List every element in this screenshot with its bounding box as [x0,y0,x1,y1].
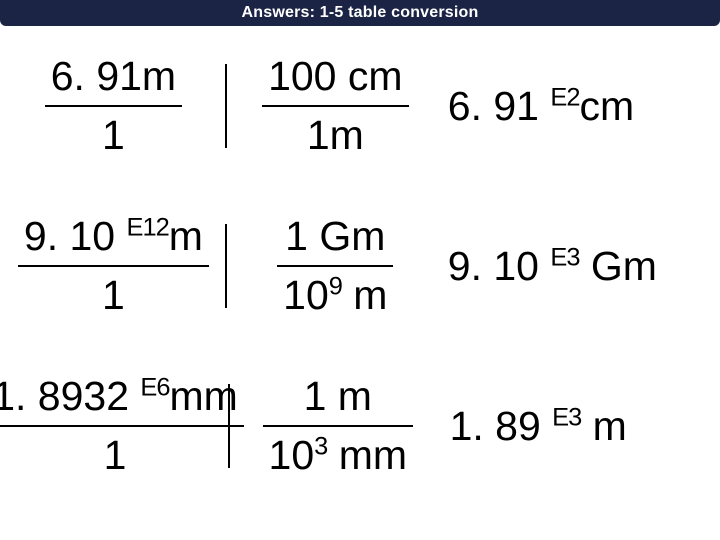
frac1-denominator: 1 [41,107,186,164]
frac1-numerator: 6. 91m [41,48,186,105]
rows-container: 6. 91m 1 100 cm 1m 6. 91 E2cm 9. 10 E12m… [0,26,720,506]
result-value: 6. 91 E2cm [448,83,634,130]
fraction-2: 1 Gm 109 m [273,208,397,324]
frac2-denominator: 103 mm [259,427,417,484]
frac1-denominator: 1 [0,427,248,484]
conversion-row: 9. 10 E12m 1 1 Gm 109 m 9. 10 E3 Gm [0,186,720,346]
fraction-2-wrap: 1 Gm 109 m [227,208,444,324]
fraction-1-wrap: 1. 8932 E6mm 1 [0,368,230,484]
frac2-numerator: 1 m [259,368,417,425]
fraction-1: 6. 91m 1 [41,48,186,164]
fraction-1: 1. 8932 E6mm 1 [0,368,248,484]
frac2-numerator: 100 cm [258,48,412,105]
result-value: 9. 10 E3 Gm [448,243,657,290]
result-value: 1. 89 E3 m [450,403,627,450]
frac1-denominator: 1 [14,267,213,324]
conversion-row: 6. 91m 1 100 cm 1m 6. 91 E2cm [0,26,720,186]
frac2-numerator: 1 Gm [273,208,397,265]
frac1-numerator: 9. 10 E12m [14,208,213,265]
frac2-denominator: 1m [258,107,412,164]
conversion-row: 1. 8932 E6mm 1 1 m 103 mm 1. 89 E3 m [0,346,720,506]
fraction-1: 9. 10 E12m 1 [14,208,213,324]
fraction-2-wrap: 100 cm 1m [227,48,444,164]
header-title: Answers: 1-5 table conversion [0,0,720,22]
header-bar: Answers: 1-5 table conversion [0,0,720,26]
result-wrap: 1. 89 E3 m [446,403,720,450]
fraction-1-wrap: 9. 10 E12m 1 [0,208,227,324]
frac2-denominator: 109 m [273,267,397,324]
fraction-1-wrap: 6. 91m 1 [0,48,227,164]
frac1-numerator: 1. 8932 E6mm [0,368,248,425]
result-wrap: 6. 91 E2cm [444,83,720,130]
fraction-2-wrap: 1 m 103 mm [230,368,446,484]
result-wrap: 9. 10 E3 Gm [444,243,720,290]
fraction-2: 1 m 103 mm [259,368,417,484]
fraction-2: 100 cm 1m [258,48,412,164]
